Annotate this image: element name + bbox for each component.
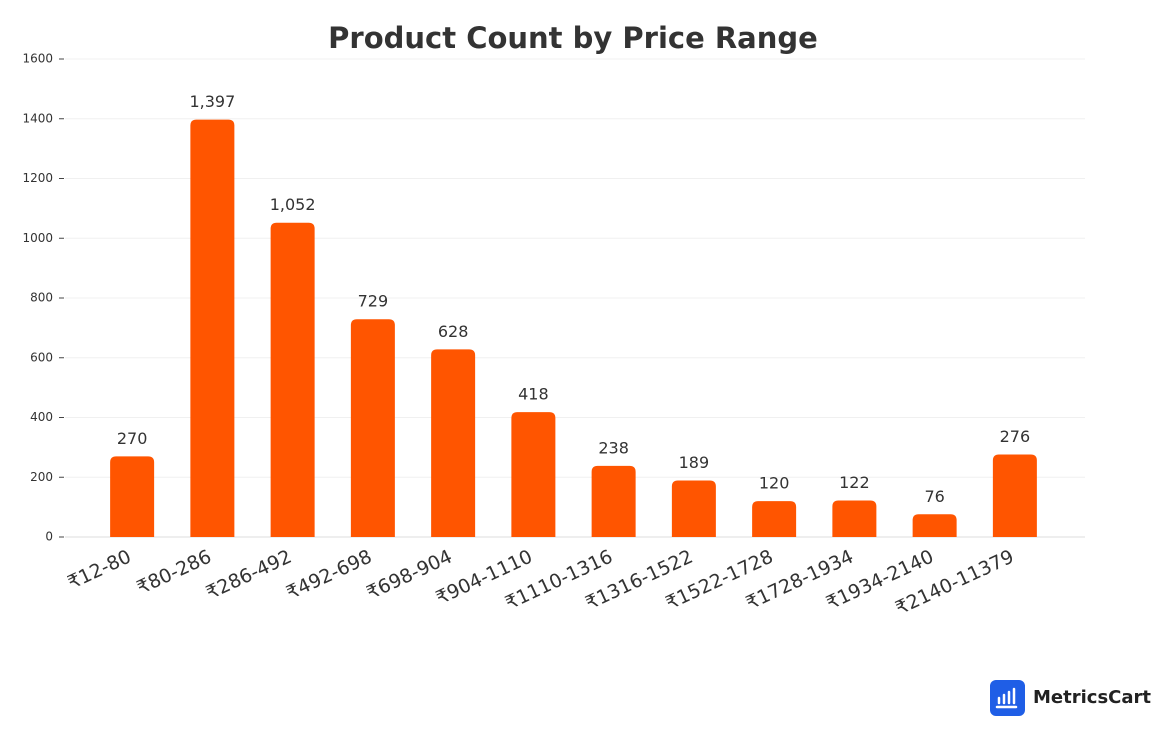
bar xyxy=(511,412,556,537)
y-tick-label: 1000 xyxy=(22,231,53,245)
bar xyxy=(350,319,395,537)
y-tick-label: 800 xyxy=(30,291,53,305)
value-label: 189 xyxy=(679,453,710,472)
y-tick-label: 1200 xyxy=(22,171,53,185)
y-tick-label: 600 xyxy=(30,350,53,364)
bar xyxy=(431,349,476,537)
value-label: 238 xyxy=(598,438,629,457)
logo-glyph xyxy=(995,687,1018,709)
y-tick-label: 0 xyxy=(45,530,53,544)
y-tick-label: 200 xyxy=(30,470,53,484)
x-tick-label: ₹12-80 xyxy=(64,546,134,594)
bar xyxy=(671,480,716,537)
x-tick-label: ₹492-698 xyxy=(283,546,375,605)
brand-name: MetricsCart xyxy=(1033,687,1151,708)
bar xyxy=(832,500,877,537)
value-label: 729 xyxy=(358,292,389,311)
logo-icon xyxy=(990,680,1025,716)
value-label: 270 xyxy=(117,429,148,448)
x-tick-label: ₹80-286 xyxy=(134,546,215,599)
value-label: 122 xyxy=(839,473,870,492)
y-tick-label: 1400 xyxy=(22,111,53,125)
bar xyxy=(992,454,1037,537)
brand-logo: MetricsCart xyxy=(990,680,1151,716)
chart-title: Product Count by Price Range xyxy=(328,21,818,55)
bar xyxy=(190,119,235,538)
value-label: 1,052 xyxy=(270,195,316,214)
bar xyxy=(270,222,315,537)
y-tick-label: 400 xyxy=(30,410,53,424)
bar xyxy=(591,465,636,537)
x-tick-label: ₹286-492 xyxy=(203,546,295,605)
value-label: 418 xyxy=(518,385,549,404)
value-label: 628 xyxy=(438,322,469,341)
value-label: 276 xyxy=(1000,427,1031,446)
bar xyxy=(110,456,155,537)
value-label: 1,397 xyxy=(189,92,235,111)
bar xyxy=(752,501,797,537)
value-label: 120 xyxy=(759,474,790,493)
bar xyxy=(912,514,957,537)
value-label: 76 xyxy=(924,487,944,506)
y-tick-label: 1600 xyxy=(22,52,53,66)
